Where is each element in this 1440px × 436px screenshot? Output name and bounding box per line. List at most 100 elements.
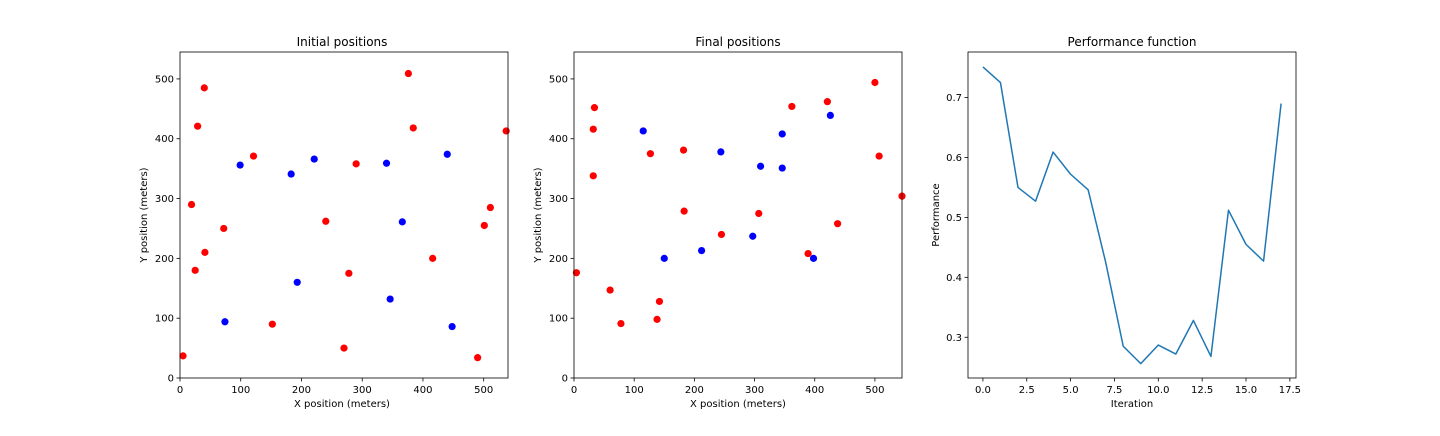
- performance-x-tick-label: 7.5: [1107, 385, 1123, 396]
- final-positions-title: Final positions: [695, 35, 780, 49]
- initial-positions-point-s1-8: [443, 150, 451, 158]
- final-positions-point-s1-9: [826, 111, 834, 120]
- final-positions-marks: [572, 78, 906, 328]
- initial-positions-point-s1-1: [236, 161, 244, 169]
- initial-positions-x-tick-label: 300: [353, 385, 372, 396]
- initial-positions-point-s1-5: [382, 159, 391, 167]
- final-positions-point-s0-0: [572, 269, 581, 277]
- initial-positions-point-s1-7: [398, 218, 406, 226]
- initial-positions-x-tick-label: 0: [177, 385, 183, 396]
- final-positions-x-tick-label: 300: [745, 385, 764, 396]
- final-positions-point-s1-4: [749, 232, 757, 240]
- initial-positions-point-s0-6: [220, 224, 228, 233]
- final-positions-x-ticks: 0 100 200 300 400 500: [571, 378, 884, 396]
- final-positions-point-s0-9: [679, 146, 688, 154]
- initial-positions-marks: [179, 69, 510, 362]
- final-positions-y-tick-label: 200: [549, 254, 568, 265]
- final-positions-point-s0-13: [788, 102, 796, 111]
- final-positions-point-s0-1: [589, 172, 597, 180]
- initial-positions-x-ticks: 0 100 200 300 400 500: [177, 378, 493, 396]
- initial-positions-point-s0-3: [194, 122, 202, 130]
- final-positions-y-tick-label: 400: [549, 134, 568, 145]
- performance-y-ticks: 0.3 0.4 0.5 0.6 0.7: [946, 93, 968, 344]
- final-positions-point-s1-1: [660, 254, 668, 262]
- chart-performance-function: 0.0 2.5 5.0 7.5 10.0 12.5 15.0 17.5 0.30.40.50.…: [931, 35, 1301, 410]
- performance-y-tick-label: 0.4: [946, 273, 962, 284]
- final-positions-x-tick-label: 500: [865, 385, 884, 396]
- initial-positions-x-tick-label: 200: [292, 385, 311, 396]
- initial-positions-x-tick-label: 400: [413, 385, 432, 396]
- initial-positions-point-s0-12: [352, 160, 360, 168]
- final-positions-point-s0-3: [590, 104, 599, 112]
- final-positions-point-s0-7: [653, 315, 661, 323]
- initial-positions-point-s0-15: [429, 254, 437, 262]
- performance-series-line-0: [982, 66, 1282, 365]
- performance-x-tick-label: 0.0: [975, 385, 991, 396]
- chart-initial-positions: 0 100 200 300 400 500 0 100 200 300 400 500 Initia…: [139, 35, 510, 410]
- initial-positions-point-s0-13: [404, 69, 412, 78]
- final-positions-point-s1-3: [717, 148, 725, 156]
- final-positions-point-s1-0: [639, 127, 647, 135]
- final-positions-point-s0-16: [834, 220, 842, 228]
- final-positions-y-tick-label: 100: [549, 314, 568, 325]
- initial-positions-y-tick-label: 400: [155, 134, 174, 145]
- performance-axes-frame: [967, 51, 1297, 379]
- final-positions-x-tick-label: 200: [685, 385, 704, 396]
- performance-marks: [982, 66, 1282, 365]
- final-positions-point-s0-6: [646, 150, 655, 158]
- initial-positions-point-s0-17: [480, 221, 488, 230]
- initial-positions-point-s0-16: [474, 354, 482, 362]
- initial-positions-point-s0-18: [486, 203, 494, 212]
- initial-positions-point-s1-0: [221, 318, 229, 326]
- final-positions-point-s0-12: [755, 209, 763, 218]
- performance-x-tick-label: 2.5: [1019, 385, 1035, 396]
- initial-positions-point-s0-2: [191, 266, 199, 274]
- final-positions-x-tick-label: 0: [571, 385, 577, 396]
- initial-positions-point-s0-1: [187, 200, 196, 209]
- final-positions-y-tick-label: 300: [549, 194, 568, 205]
- final-positions-x-tick-label: 100: [625, 385, 644, 396]
- initial-positions-point-s1-2: [287, 170, 295, 178]
- initial-positions-point-s1-4: [310, 155, 318, 163]
- initial-positions-axes-frame: [179, 51, 509, 379]
- final-positions-y-ticks: 0 100 200 300 400 500: [549, 74, 574, 385]
- initial-positions-point-s1-9: [448, 322, 456, 331]
- final-positions-point-s0-18: [875, 152, 883, 160]
- initial-positions-y-tick-label: 500: [155, 74, 174, 85]
- performance-y-tick-label: 0.5: [946, 213, 962, 224]
- initial-positions-point-s0-10: [340, 344, 348, 352]
- final-positions-point-s0-5: [617, 319, 625, 328]
- final-positions-point-s1-8: [809, 254, 818, 262]
- performance-title: Performance function: [1068, 35, 1197, 49]
- final-positions-point-s1-2: [697, 246, 706, 255]
- initial-positions-y-tick-label: 100: [155, 314, 174, 325]
- final-positions-point-s0-2: [589, 125, 597, 133]
- initial-positions-point-s1-3: [293, 278, 301, 286]
- performance-x-tick-label: 10.0: [1147, 385, 1169, 396]
- initial-positions-point-s0-9: [322, 217, 330, 225]
- performance-x-tick-label: 12.5: [1191, 385, 1213, 396]
- final-positions-point-s0-11: [717, 230, 726, 239]
- performance-y-label: Performance: [931, 183, 942, 246]
- initial-positions-point-s0-14: [409, 124, 417, 132]
- performance-x-tick-label: 15.0: [1235, 385, 1257, 396]
- final-positions-x-tick-label: 400: [805, 385, 824, 396]
- final-positions-point-s0-14: [804, 249, 812, 258]
- final-positions-point-s0-10: [680, 207, 688, 215]
- initial-positions-x-tick-label: 500: [474, 385, 493, 396]
- initial-positions-point-s0-19: [502, 127, 510, 135]
- final-positions-point-s1-5: [756, 162, 765, 170]
- initial-positions-y-label: Y position (meters): [139, 167, 150, 263]
- final-positions-axes-frame: [573, 51, 903, 379]
- performance-x-ticks: 0.0 2.5 5.0 7.5 10.0 12.5 15.0 17.5: [975, 378, 1301, 396]
- initial-positions-x-label: X position (meters): [294, 399, 390, 410]
- initial-positions-point-s0-5: [201, 248, 209, 256]
- final-positions-y-tick-label: 0: [562, 374, 568, 385]
- final-positions-x-label: X position (meters): [690, 399, 786, 410]
- final-positions-point-s0-8: [655, 297, 664, 306]
- final-positions-y-label: Y position (meters): [533, 167, 544, 263]
- performance-y-tick-label: 0.3: [946, 333, 962, 344]
- performance-x-tick-label: 5.0: [1063, 385, 1079, 396]
- initial-positions-point-s1-6: [386, 295, 394, 303]
